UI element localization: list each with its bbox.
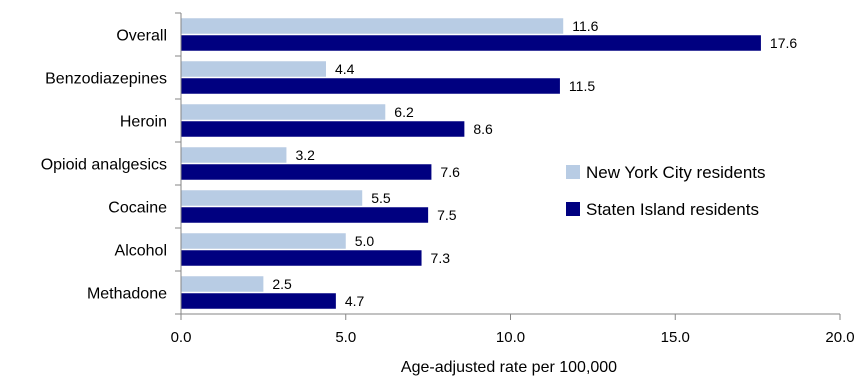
bar-nyc-1 bbox=[181, 61, 326, 77]
category-labels-group: Overall Benzodiazepines Heroin Opioid analg… bbox=[41, 28, 167, 303]
category-label-2: Heroin bbox=[120, 114, 167, 131]
bar-nyc-3 bbox=[181, 147, 287, 163]
bar-staten-island-1 bbox=[181, 78, 560, 94]
bar-nyc-0 bbox=[181, 18, 564, 34]
legend-label-nyc: New York City residents bbox=[586, 163, 766, 182]
data-label-nyc-3: 3.2 bbox=[295, 147, 315, 163]
data-label-staten-island-3: 7.6 bbox=[440, 164, 460, 180]
category-label-6: Methadone bbox=[87, 286, 167, 303]
x-tick-label-4: 20.0 bbox=[825, 329, 854, 346]
bar-staten-island-5 bbox=[181, 250, 422, 266]
x-axis-title: Age-adjusted rate per 100,000 bbox=[401, 359, 617, 376]
bar-staten-island-6 bbox=[181, 293, 336, 309]
x-tick-label-1: 5.0 bbox=[335, 329, 356, 346]
x-tick-label-0: 0.0 bbox=[171, 329, 192, 346]
data-label-staten-island-1: 11.5 bbox=[569, 78, 595, 94]
x-tick-label-2: 10.0 bbox=[496, 329, 525, 346]
data-label-nyc-5: 5.0 bbox=[355, 233, 375, 249]
bar-nyc-2 bbox=[181, 104, 386, 120]
bar-nyc-4 bbox=[181, 190, 363, 206]
bar-nyc-5 bbox=[181, 233, 346, 249]
data-label-nyc-0: 11.6 bbox=[572, 18, 598, 34]
bar-staten-island-0 bbox=[181, 35, 761, 51]
bar-staten-island-3 bbox=[181, 164, 432, 180]
x-tick-label-3: 15.0 bbox=[661, 329, 690, 346]
data-label-staten-island-0: 17.6 bbox=[770, 35, 797, 51]
category-label-5: Alcohol bbox=[115, 243, 167, 260]
legend: New York City residents Staten Island res… bbox=[566, 163, 766, 219]
category-label-4: Cocaine bbox=[108, 200, 167, 217]
category-label-1: Benzodiazepines bbox=[45, 71, 167, 88]
data-label-staten-island-2: 8.6 bbox=[473, 121, 493, 137]
bar-staten-island-4 bbox=[181, 207, 429, 223]
tick-labels-group: 0.0 5.0 10.0 15.0 20.0 bbox=[171, 329, 855, 346]
data-label-staten-island-4: 7.5 bbox=[437, 207, 457, 223]
data-label-nyc-6: 2.5 bbox=[272, 276, 292, 292]
data-label-nyc-1: 4.4 bbox=[335, 61, 355, 77]
legend-label-staten-island: Staten Island residents bbox=[586, 200, 759, 219]
axes-group bbox=[175, 12, 841, 320]
bars-group bbox=[181, 18, 761, 309]
legend-swatch-nyc bbox=[566, 165, 580, 179]
data-label-staten-island-5: 7.3 bbox=[431, 250, 451, 266]
category-label-3: Opioid analgesics bbox=[41, 157, 167, 174]
data-label-nyc-4: 5.5 bbox=[371, 190, 391, 206]
bar-nyc-6 bbox=[181, 276, 264, 292]
bar-staten-island-2 bbox=[181, 121, 465, 137]
data-labels-group: 11.6 17.6 4.4 11.5 6.2 8.6 3.2 7.6 5.5 7.5 5.0 7.3 2… bbox=[272, 18, 797, 309]
data-label-staten-island-6: 4.7 bbox=[345, 293, 365, 309]
category-label-0: Overall bbox=[116, 28, 167, 45]
legend-swatch-staten-island bbox=[566, 202, 580, 216]
data-label-nyc-2: 6.2 bbox=[394, 104, 414, 120]
